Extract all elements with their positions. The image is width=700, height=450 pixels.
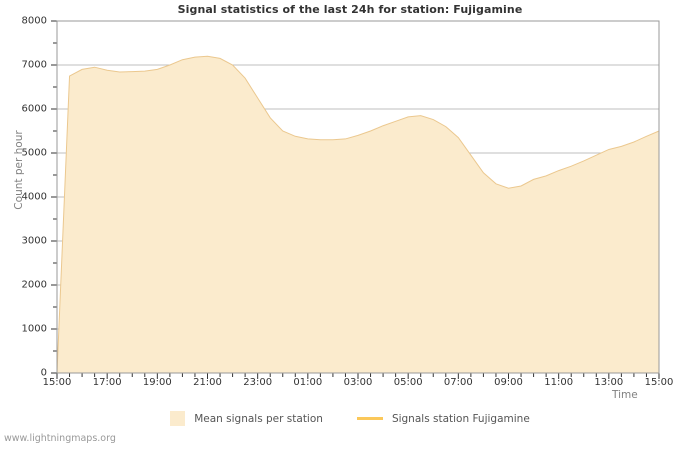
x-axis-tick-label: 17:00 (92, 377, 122, 388)
major-ticks (51, 20, 57, 374)
minor-ticks (56, 373, 660, 379)
x-axis-tick-label: 03:00 (343, 377, 373, 388)
y-axis-tick-label: 7000 (21, 59, 47, 71)
plot-frame (56, 20, 660, 374)
site-credit: www.lightningmaps.org (4, 433, 116, 444)
y-axis-tick-label: 1000 (21, 323, 47, 335)
y-axis-tick-label: 6000 (21, 103, 47, 115)
legend-area-swatch-icon (170, 411, 186, 426)
y-axis-title: Count per hour (13, 130, 25, 210)
x-axis-tick-label: 05:00 (393, 377, 423, 388)
legend-item-station-signals: Signals station Fujigamine (356, 412, 530, 425)
x-axis-tick-label: 11:00 (544, 377, 574, 388)
x-axis-tick-label: 07:00 (443, 377, 473, 388)
x-axis-tick-label: 15:00 (644, 377, 674, 388)
x-axis-tick-label: 15:00 (42, 377, 72, 388)
chart-legend: Mean signals per station Signals station… (0, 411, 700, 426)
y-axis-tick-label: 8000 (21, 15, 47, 27)
x-axis-tick-label: 19:00 (142, 377, 172, 388)
legend-item-mean-signals: Mean signals per station (170, 411, 323, 426)
area-series-mean-signals (57, 56, 659, 373)
x-axis-tick-label: 23:00 (243, 377, 273, 388)
y-axis-tick-label: 2000 (21, 279, 47, 291)
y-axis-tick-label: 5000 (21, 147, 47, 159)
chart-title: Signal statistics of the last 24h for st… (177, 3, 523, 16)
y-axis-tick-label: 4000 (21, 191, 47, 203)
x-axis-title: Time (612, 389, 638, 401)
area-series-outline (56, 55, 660, 374)
y-axis-tick-label: 0 (40, 367, 47, 379)
legend-line-swatch-icon (356, 417, 383, 420)
legend-label-mean-signals: Mean signals per station (194, 412, 323, 425)
x-axis-tick-label: 09:00 (494, 377, 523, 388)
legend-label-station-signals: Signals station Fujigamine (391, 412, 530, 425)
x-axis-tick-label: 01:00 (293, 377, 323, 388)
x-axis-tick-label: 21:00 (193, 377, 222, 388)
x-axis-tick-label: 13:00 (594, 377, 624, 388)
y-axis-tick-label: 3000 (21, 235, 47, 247)
